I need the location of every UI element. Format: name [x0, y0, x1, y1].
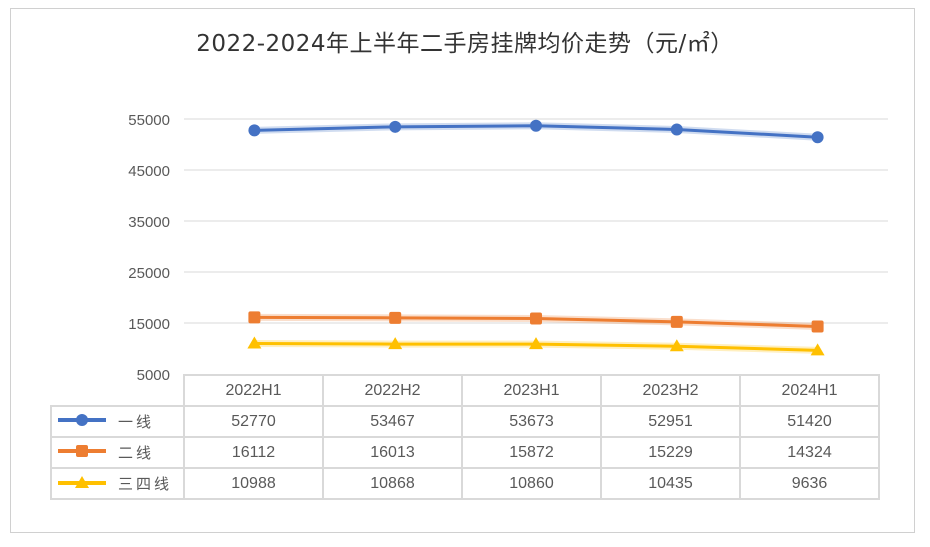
data-cell: 53467: [322, 405, 463, 438]
data-point: [389, 120, 402, 133]
legend-label: 一线: [118, 412, 155, 431]
data-point: [669, 339, 684, 352]
data-cell: 16013: [322, 436, 463, 469]
table-row: 一线 52770 53467 53673 52951 51420: [50, 405, 880, 438]
category-label: 2022H2: [322, 374, 463, 407]
data-table: 2022H1 2022H2 2023H1 2023H2 2024H1 一线 52…: [50, 374, 880, 500]
table-row: 二线 16112 16013 15872 15229 14324: [50, 436, 880, 469]
data-cell: 10860: [461, 467, 602, 500]
data-cell: 9636: [739, 467, 880, 500]
y-tick-label: 25000: [128, 265, 170, 282]
data-point: [388, 337, 403, 350]
data-point: [810, 343, 825, 356]
category-label: 2024H1: [739, 374, 880, 407]
data-cell: 15229: [600, 436, 741, 469]
y-tick-label: 35000: [128, 214, 170, 231]
circle-marker-icon: [56, 413, 108, 432]
legend-entry: 一线: [50, 405, 185, 438]
data-point: [529, 337, 543, 350]
data-cell: 52770: [183, 405, 324, 438]
table-header-row: 2022H1 2022H2 2023H1 2023H2 2024H1: [51, 374, 880, 407]
category-label: 2023H2: [600, 374, 741, 407]
data-cell: 10988: [183, 467, 324, 500]
data-cell: 51420: [739, 405, 880, 438]
table-row: 三四线 10988 10868 10860 10435 9636: [50, 467, 880, 500]
data-cell: 14324: [739, 436, 880, 469]
y-tick-label: 55000: [128, 112, 170, 129]
legend-label: 三四线: [118, 474, 173, 493]
data-point: [248, 124, 261, 137]
data-cell: 15872: [461, 436, 602, 469]
table-corner: [51, 375, 184, 407]
legend-label: 二线: [118, 443, 155, 462]
chart-frame: [10, 8, 915, 533]
data-point: [811, 131, 824, 144]
chart-title: 2022-2024年上半年二手房挂牌均价走势（元/㎡）: [196, 31, 734, 57]
data-cell: 52951: [600, 405, 741, 438]
data-point: [248, 311, 261, 324]
legend-entry: 二线: [50, 436, 185, 469]
data-cell: 16112: [183, 436, 324, 469]
data-point: [530, 312, 542, 325]
data-point: [530, 119, 542, 132]
data-point: [247, 336, 262, 349]
square-marker-icon: [56, 444, 108, 463]
category-label: 2023H1: [461, 374, 602, 407]
legend-entry: 三四线: [50, 467, 185, 500]
y-tick-label: 15000: [128, 316, 170, 333]
data-cell: 10435: [600, 467, 741, 500]
data-point: [670, 315, 683, 328]
category-label: 2022H1: [183, 374, 324, 407]
data-cell: 53673: [461, 405, 602, 438]
data-point: [670, 123, 683, 136]
data-point: [389, 311, 402, 324]
data-point: [811, 320, 824, 333]
data-cell: 10868: [322, 467, 463, 500]
triangle-marker-icon: [56, 475, 108, 494]
y-tick-label: 45000: [128, 163, 170, 180]
